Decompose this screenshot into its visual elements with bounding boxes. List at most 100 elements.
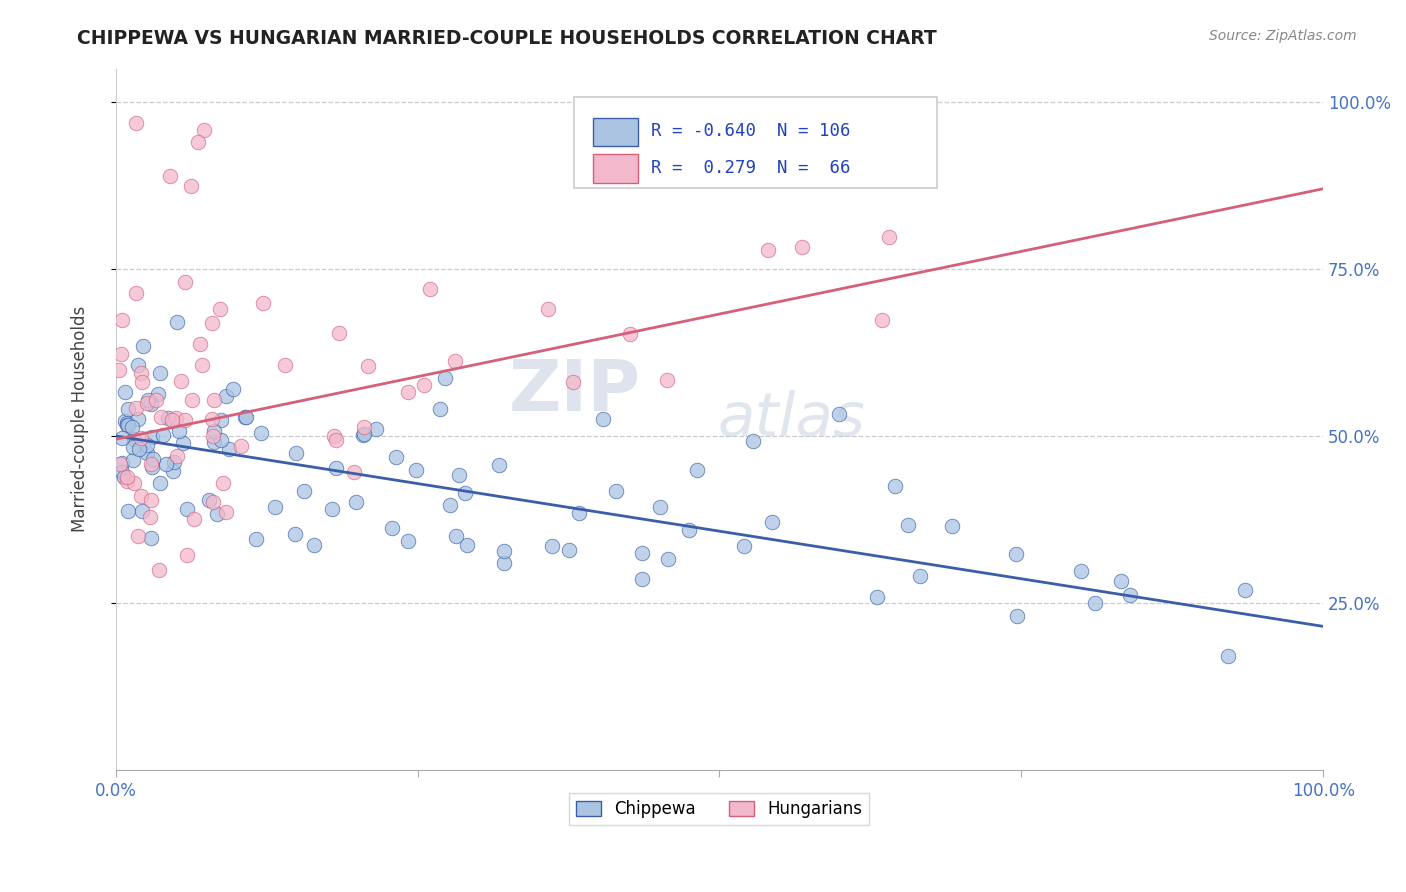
- Point: [149, 366, 172, 380]
- Point: [191, 358, 214, 372]
- Point: [131, 504, 153, 518]
- Legend: Chippewa, Hungarians: Chippewa, Hungarians: [569, 794, 869, 825]
- Point: [121, 420, 143, 434]
- Point: [657, 552, 679, 566]
- Point: [245, 532, 267, 546]
- Point: [494, 544, 516, 558]
- Point: [328, 326, 350, 340]
- Text: R = -0.640  N = 106: R = -0.640 N = 106: [651, 122, 851, 140]
- Point: [568, 506, 591, 520]
- Point: [132, 339, 155, 353]
- Point: [456, 538, 478, 552]
- Point: [201, 411, 224, 425]
- Point: [114, 384, 136, 399]
- Point: [112, 470, 135, 484]
- Point: [1216, 648, 1239, 663]
- Point: [122, 452, 145, 467]
- Point: [877, 229, 900, 244]
- Point: [202, 495, 225, 509]
- Point: [285, 446, 308, 460]
- Point: [115, 474, 138, 488]
- Point: [139, 493, 162, 508]
- Point: [148, 387, 170, 401]
- Point: [790, 240, 813, 254]
- Point: [201, 316, 224, 330]
- Y-axis label: Married-couple Households: Married-couple Households: [72, 306, 89, 533]
- Point: [183, 512, 205, 526]
- Point: [686, 462, 709, 476]
- Point: [325, 460, 347, 475]
- Point: [193, 123, 215, 137]
- Point: [128, 442, 150, 457]
- Point: [429, 402, 451, 417]
- Point: [215, 505, 238, 519]
- Point: [828, 407, 851, 421]
- Point: [149, 476, 172, 491]
- Point: [1084, 596, 1107, 610]
- Point: [488, 458, 510, 472]
- Point: [398, 533, 420, 548]
- Point: [209, 412, 232, 426]
- Point: [562, 375, 585, 389]
- Point: [207, 507, 229, 521]
- Text: Source: ZipAtlas.com: Source: ZipAtlas.com: [1209, 29, 1357, 43]
- Point: [180, 392, 202, 407]
- Point: [190, 337, 212, 351]
- Point: [558, 543, 581, 558]
- Point: [139, 397, 162, 411]
- Point: [202, 429, 225, 443]
- Point: [222, 382, 245, 396]
- Point: [655, 373, 678, 387]
- Point: [866, 590, 889, 604]
- Point: [202, 424, 225, 438]
- Point: [141, 457, 163, 471]
- Point: [284, 527, 307, 541]
- Point: [264, 500, 287, 514]
- Point: [439, 498, 461, 512]
- Point: [419, 282, 441, 296]
- Point: [1109, 574, 1132, 588]
- Point: [302, 538, 325, 552]
- Point: [145, 392, 167, 407]
- Point: [209, 433, 232, 447]
- Point: [138, 509, 160, 524]
- Point: [117, 401, 139, 416]
- Point: [449, 468, 471, 483]
- Point: [129, 431, 152, 445]
- Point: [231, 439, 253, 453]
- Point: [111, 431, 134, 445]
- Point: [122, 432, 145, 446]
- Point: [630, 572, 652, 586]
- Point: [174, 413, 197, 427]
- Point: [127, 529, 149, 543]
- Point: [129, 489, 152, 503]
- Point: [141, 430, 163, 444]
- Point: [165, 411, 187, 425]
- Point: [605, 484, 627, 499]
- Point: [180, 178, 202, 193]
- Point: [541, 539, 564, 553]
- Bar: [592, 154, 638, 183]
- Point: [115, 416, 138, 430]
- Point: [117, 504, 139, 518]
- Point: [115, 417, 138, 432]
- Point: [172, 436, 194, 450]
- Point: [292, 483, 315, 498]
- Point: [135, 437, 157, 451]
- Point: [444, 529, 467, 543]
- Point: [111, 465, 134, 479]
- Point: [908, 569, 931, 583]
- Point: [125, 286, 148, 301]
- Point: [357, 359, 380, 374]
- Point: [434, 371, 457, 385]
- Point: [619, 327, 641, 342]
- Point: [111, 457, 134, 471]
- Point: [631, 546, 654, 560]
- Point: [125, 116, 148, 130]
- Point: [212, 475, 235, 490]
- Point: [218, 442, 240, 456]
- Point: [136, 393, 159, 408]
- Point: [209, 301, 232, 316]
- Point: [233, 410, 256, 425]
- Point: [884, 479, 907, 493]
